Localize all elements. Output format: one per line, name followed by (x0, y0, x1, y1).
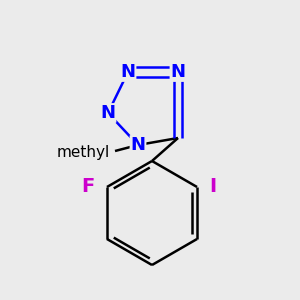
Text: N: N (130, 136, 146, 154)
Text: F: F (82, 178, 95, 196)
Text: N: N (170, 63, 185, 81)
Text: N: N (121, 63, 136, 81)
Text: methyl: methyl (57, 146, 110, 160)
Text: N: N (100, 104, 116, 122)
Text: I: I (209, 178, 216, 196)
